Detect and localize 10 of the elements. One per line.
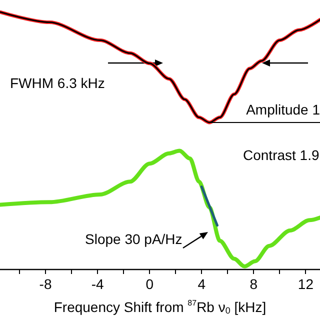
x-tick-label: 12 [298,276,314,292]
x-tick-label: 0 [146,276,154,292]
annotation: Slope 30 pA/Hz [85,231,182,247]
annotation: Contrast 1.9 [243,147,320,163]
ref-line-label: Amplitude 1 [246,102,320,118]
x-tick-label: -8 [39,276,52,292]
x-tick-label: 8 [250,276,258,292]
annotation: FWHM 6.3 kHz [10,75,105,91]
x-tick-label: 4 [198,276,206,292]
x-tick-label: -4 [91,276,104,292]
